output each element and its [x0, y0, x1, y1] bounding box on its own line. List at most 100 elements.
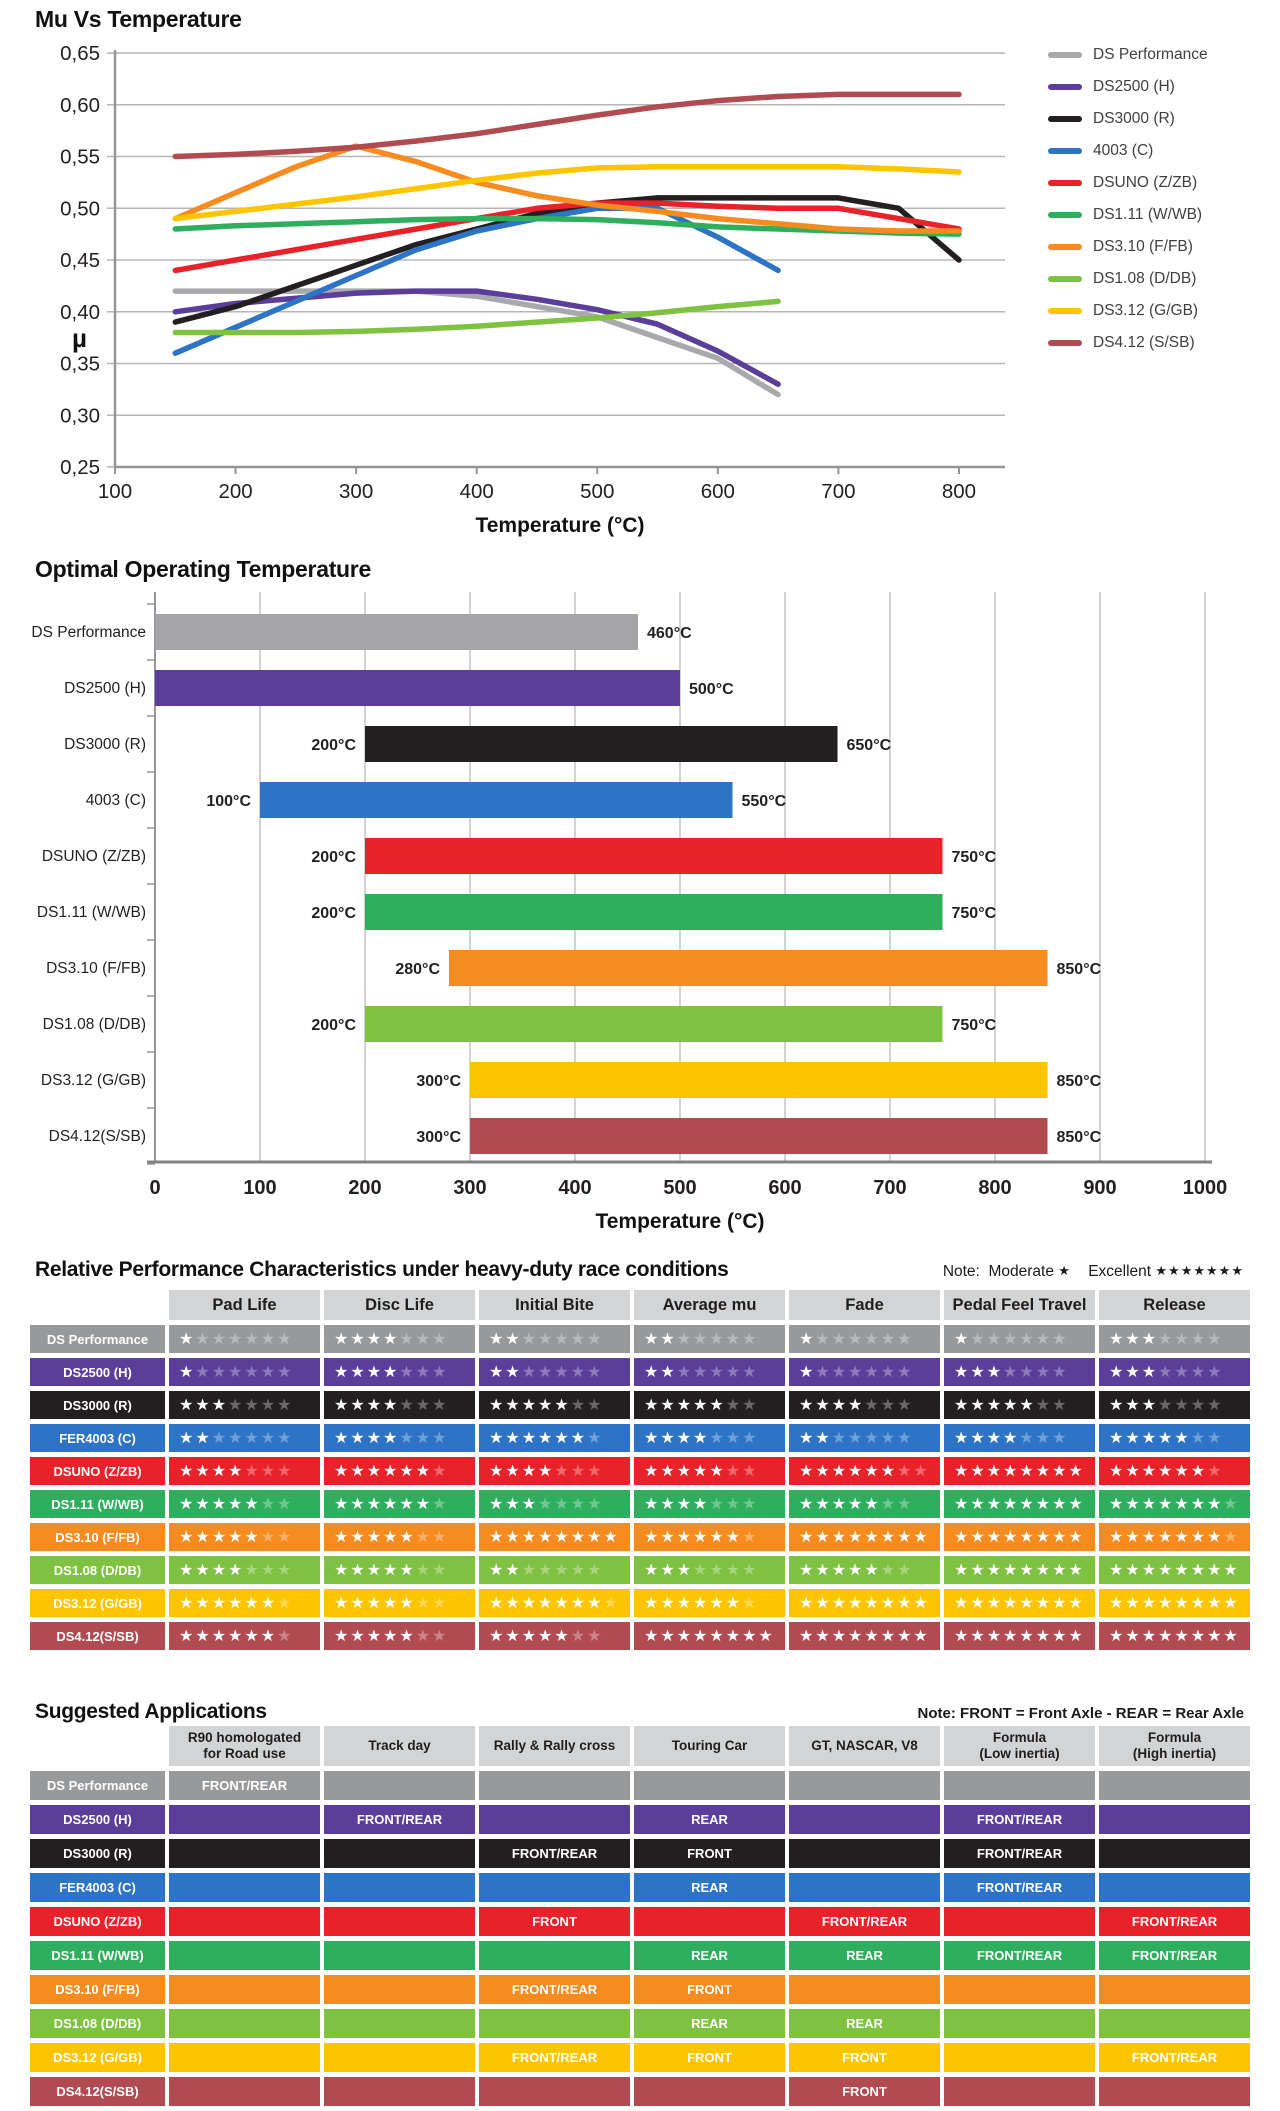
star-icon: ★ [587, 1496, 604, 1513]
star-icon: ★ [366, 1463, 384, 1480]
legend-item-ds2500-h: DS2500 (H) [1048, 75, 1208, 99]
perf-column-header-release: Release [1099, 1290, 1250, 1320]
star-icon: ★ [350, 1529, 367, 1546]
legend-label: DS1.08 (D/DB) [1093, 270, 1197, 287]
star-icon: ★ [505, 1562, 522, 1579]
star-icon: ★ [1068, 1496, 1085, 1513]
star-icon: ★ [970, 1430, 987, 1447]
star-icon: ★ [815, 1628, 832, 1645]
star-icon: ★ [211, 1364, 229, 1381]
star-rating-cell: ★ ★ ★ ★ ★ ★ ★ [479, 1622, 630, 1650]
star-icon: ★ [260, 1496, 278, 1513]
star-icon: ★ [799, 1364, 816, 1381]
star-icon: ★ [644, 1397, 661, 1414]
application-cell [169, 1907, 320, 1936]
star-icon: ★ [864, 1397, 881, 1414]
legend-label: DS3.12 (G/GB) [1093, 302, 1199, 319]
star-icon: ★ [1052, 1595, 1069, 1612]
legend-swatch-icon [1048, 52, 1082, 58]
star-icon: ★ [1174, 1628, 1191, 1645]
star-icon: ★ [897, 1331, 914, 1348]
header-name-spacer [30, 1726, 165, 1766]
star-rating-cell: ★ ★ ★ ★ ★ ★ ★ [634, 1424, 785, 1452]
bar-start-value: 200°C [311, 849, 356, 866]
star-icon: ★ [1035, 1331, 1053, 1348]
application-cell [324, 1771, 475, 1800]
star-icon: ★ [1109, 1496, 1126, 1513]
star-rating-cell: ★ ★ ★ ★ ★ ★ ★ ★ [634, 1622, 785, 1650]
star-icon: ★ [864, 1430, 881, 1447]
star-icon: ★ [554, 1331, 571, 1348]
star-icon: ★ [831, 1463, 849, 1480]
star-icon: ★ [799, 1331, 816, 1348]
star-rating-cell: ★ ★ ★ ★ ★ ★ ★ [479, 1490, 630, 1518]
star-icon: ★ [211, 1562, 229, 1579]
star-icon: ★ [1019, 1430, 1036, 1447]
star-icon: ★ [1052, 1463, 1069, 1480]
star-icon: ★ [693, 1463, 710, 1480]
star-icon: ★ [489, 1430, 506, 1447]
bar-ds3-10-f-fb [449, 950, 1048, 986]
star-icon: ★ [211, 1628, 229, 1645]
app-row-name: FER4003 (C) [30, 1873, 165, 1902]
star-icon: ★ [179, 1364, 196, 1381]
excellent-label: Excellent [1088, 1263, 1152, 1280]
star-icon: ★ [228, 1364, 245, 1381]
star-icon: ★ [587, 1529, 604, 1546]
star-icon: ★ [277, 1397, 294, 1414]
star-icon: ★ [725, 1562, 743, 1579]
star-icon: ★ [1003, 1463, 1020, 1480]
x-tick-label: 100 [243, 1177, 276, 1199]
star-icon: ★ [505, 1628, 522, 1645]
star-icon: ★ [432, 1463, 449, 1480]
bar-end-value: 500°C [689, 681, 734, 698]
star-icon: ★ [799, 1430, 816, 1447]
star-rating-cell: ★ ★ ★ ★ ★ ★ ★ [324, 1490, 475, 1518]
x-tick-label: 700 [821, 480, 855, 503]
star-icon: ★ [725, 1529, 743, 1546]
star-rating-cell: ★ ★ ★ ★ ★ ★ ★ [944, 1424, 1095, 1452]
star-icon: ★ [758, 1628, 775, 1645]
star-icon: ★ [954, 1562, 971, 1579]
star-icon: ★ [742, 1331, 759, 1348]
star-icon: ★ [1019, 1397, 1036, 1414]
star-rating-cell: ★ ★ ★ ★ ★ ★ ★ [944, 1391, 1095, 1419]
y-tick-label: 0,25 [60, 456, 100, 479]
star-icon: ★ [587, 1331, 604, 1348]
star-icon: ★ [1174, 1529, 1191, 1546]
star-rating-cell: ★ ★ ★ ★ ★ ★ ★ [944, 1358, 1095, 1386]
star-rating-cell: ★ ★ ★ ★ ★ ★ ★ [1099, 1391, 1250, 1419]
star-icon: ★ [260, 1397, 278, 1414]
star-icon: ★ [277, 1628, 294, 1645]
application-cell [1099, 1771, 1250, 1800]
star-rating-cell: ★ ★ ★ ★ ★ ★ ★ [479, 1424, 630, 1452]
application-cell [944, 2009, 1095, 2038]
star-icon: ★ [742, 1397, 759, 1414]
x-tick-label: 900 [1083, 1177, 1116, 1199]
star-icon: ★ [1141, 1331, 1159, 1348]
star-icon: ★ [432, 1496, 449, 1513]
star-icon: ★ [742, 1496, 759, 1513]
star-icon: ★ [277, 1595, 294, 1612]
star-icon: ★ [521, 1463, 539, 1480]
application-cell [479, 1941, 630, 1970]
star-icon: ★ [1141, 1595, 1159, 1612]
star-icon: ★ [432, 1562, 449, 1579]
star-icon: ★ [1019, 1562, 1036, 1579]
star-icon: ★ [725, 1496, 743, 1513]
star-icon: ★ [676, 1529, 694, 1546]
legend-item-dsuno-z-zb: DSUNO (Z/ZB) [1048, 171, 1208, 195]
legend-swatch-icon [1048, 212, 1082, 218]
star-icon: ★ [1003, 1430, 1020, 1447]
star-icon: ★ [415, 1430, 433, 1447]
star-rating-cell: ★ ★ ★ ★ ★ ★ ★ [324, 1325, 475, 1353]
star-icon: ★ [1019, 1529, 1036, 1546]
star-icon: ★ [1125, 1331, 1142, 1348]
star-icon: ★ [277, 1529, 294, 1546]
star-icon: ★ [1068, 1463, 1085, 1480]
star-icon: ★ [831, 1562, 849, 1579]
star-icon: ★ [1158, 1397, 1175, 1414]
star-icon: ★ [244, 1496, 261, 1513]
star-icon: ★ [799, 1628, 816, 1645]
star-icon: ★ [211, 1463, 229, 1480]
